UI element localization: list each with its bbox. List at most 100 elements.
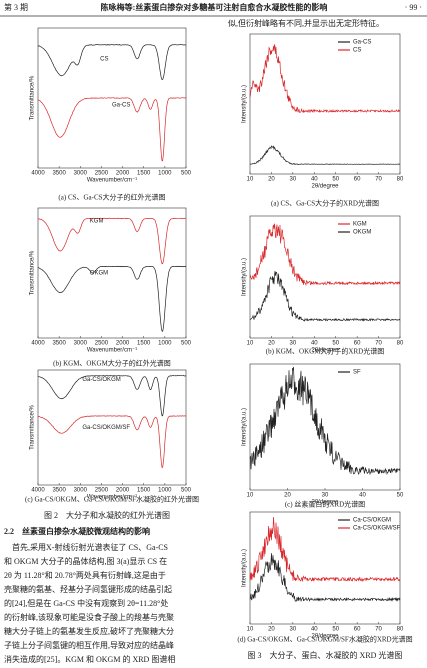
legend-label: Ca-CS/OKGM/SF: [353, 526, 401, 532]
paragraph-line: 糖大分子链上的氨基发生反应,破坏了壳聚糖大分: [4, 626, 174, 636]
paragraph-line: 子链上分子间氢键的相互作用,导致对应的结晶峰: [4, 640, 174, 650]
x-tick-label: 4000: [31, 341, 45, 347]
figure-subcaption: (c) 丝素蛋白的XRD光谱图: [285, 500, 365, 509]
x-tick-label: 3500: [52, 341, 66, 347]
x-tick-label: 500: [181, 341, 192, 347]
x-tick-label: 80: [397, 177, 404, 183]
figure-caption: 图 2 大分子和水凝胶的红外光谱图: [44, 510, 170, 520]
paragraph-line: 的[24],但是在 Ga-CS 中没有观察到 2θ=11.28°处: [4, 598, 168, 608]
x-tick-label: 500: [181, 488, 192, 494]
x-tick-label: 20: [268, 341, 275, 347]
section-heading: 2.2 丝素蛋白掺杂水凝胶微观结构的影响: [4, 526, 150, 536]
y-axis-label: Transmittance/%: [30, 75, 36, 120]
x-tick-label: 60: [354, 341, 361, 347]
figure-subcaption: (a) CS、Ga-CS大分子的红外光谱图: [58, 193, 165, 202]
plot-frame: [249, 511, 401, 625]
x-tick-label: 50: [332, 627, 339, 633]
plot-frame: [249, 33, 401, 175]
x-tick-label: 1500: [137, 171, 151, 177]
paragraph-line: 的衍射峰,该现象可能是没食子酸上的羧基与壳聚: [4, 612, 174, 622]
x-tick-label: 40: [311, 177, 318, 183]
x-tick-label: 500: [181, 171, 192, 177]
x-tick-label: 50: [397, 493, 404, 499]
spectrum-curve: [37, 217, 187, 265]
x-tick-label: 1000: [158, 341, 172, 347]
y-axis-label: Intensity/(a.u.): [242, 85, 248, 123]
spectrum-curve: [249, 271, 401, 322]
legend-label: SF: [353, 370, 361, 376]
paragraph-line: 消失造成的[25]。KGM 和 OKGM 的 XRD 图谱相: [4, 654, 175, 664]
spectrum-curve: [249, 223, 401, 286]
x-tick-label: 3000: [74, 341, 88, 347]
paragraph-line: 和 OKGM 大分子的晶体结构,图 3(a)显示 CS 在: [4, 556, 167, 566]
x-tick-label: 20: [268, 177, 275, 183]
plot-frame: [37, 207, 187, 339]
spectrum-curve: [37, 97, 187, 162]
legend-label: Ca-CS/OKGM: [353, 518, 391, 524]
y-axis-label: Transmittance/%: [30, 250, 36, 295]
y-axis-label: Intensity/(a.u.): [242, 258, 248, 296]
x-tick-label: 50: [332, 341, 339, 347]
issue: 第 3 期: [4, 2, 28, 12]
legend-label: Ga-CS: [353, 40, 371, 46]
x-tick-label: 70: [375, 341, 382, 347]
paragraph-line: 首先,采用X-射线衍射光谱表征了 CS、Ga-CS: [12, 542, 168, 552]
x-tick-label: 80: [397, 341, 404, 347]
x-tick-label: 30: [322, 493, 329, 499]
y-axis-label: Intensity/(a.u.): [242, 549, 248, 587]
y-axis-label: Transmittance/%: [30, 404, 36, 449]
x-tick-label: 40: [359, 493, 366, 499]
curve-label: KGM: [90, 219, 104, 225]
page-number: · 99 ·: [405, 3, 422, 12]
x-tick-label: 60: [354, 627, 361, 633]
x-tick-label: 2000: [116, 171, 130, 177]
figure-subcaption: (b) KGM、OKGM大分子的XRD光谱图: [266, 347, 384, 356]
x-tick-label: 1000: [158, 488, 172, 494]
x-tick-label: 30: [290, 177, 297, 183]
spectrum-curve: [249, 516, 401, 582]
x-tick-label: 2500: [95, 488, 109, 494]
x-tick-label: 20: [284, 493, 291, 499]
spectrum-curve: [37, 375, 187, 417]
x-tick-label: 1500: [137, 488, 151, 494]
x-tick-label: 80: [397, 627, 404, 633]
paragraph-line: 壳聚糖的氨基、羟基分子间氢键形成的结晶引起: [4, 584, 172, 594]
paragraph-line: 似,但衍射峰略有不同,并显示出无定形特征。: [228, 18, 384, 28]
figure-caption: 图 3 大分子、蛋白、水凝胶的 XRD 光谱图: [248, 650, 403, 660]
x-tick-label: 40: [311, 627, 318, 633]
x-tick-label: 20: [268, 627, 275, 633]
x-tick-label: 3000: [74, 488, 88, 494]
paragraph-line: 2θ 为 11.28°和 20.78°两处具有衍射峰,这是由于: [4, 570, 166, 580]
figure-subcaption: (d) Ga-CS/OKGM、Ga-CS/OKGM/SF水凝胶的XRD光谱图: [237, 635, 412, 644]
x-tick-label: 70: [375, 627, 382, 633]
x-tick-label: 1000: [158, 171, 172, 177]
spectrum-curve: [37, 265, 187, 332]
x-tick-label: 10: [247, 341, 254, 347]
x-tick-label: 2500: [95, 171, 109, 177]
x-axis-label: Wavenumber/cm⁻¹: [87, 178, 137, 184]
x-tick-label: 2000: [116, 341, 130, 347]
figure-subcaption: (a) CS、Ga-CS大分子的XRD光谱图: [271, 199, 379, 208]
figure-subcaption: (c) Ga-CS/OKGM、Ga-CS/OKGM/SF水凝胶的红外光谱图: [25, 495, 199, 504]
spectrum-curve: [38, 415, 187, 469]
spectrum-curve: [249, 44, 401, 114]
x-tick-label: 2500: [95, 341, 109, 347]
curve-label: CS: [100, 56, 108, 62]
x-tick-label: 30: [290, 341, 297, 347]
x-tick-label: 4000: [31, 488, 45, 494]
x-tick-label: 3500: [52, 488, 66, 494]
curve-label: Ga-CS: [112, 103, 130, 109]
x-axis-label: 2θ/degree: [311, 184, 339, 190]
x-tick-label: 3500: [52, 171, 66, 177]
x-tick-label: 70: [375, 177, 382, 183]
x-tick-label: 30: [290, 627, 297, 633]
x-axis-label: 2θ/degree: [311, 500, 339, 506]
x-tick-label: 3000: [74, 171, 88, 177]
y-axis-label: Intensity/(a.u.): [242, 408, 248, 446]
plot-frame: [37, 369, 187, 486]
x-axis-label: 2θ/degree: [311, 634, 339, 640]
figure-subcaption: (b) KGM、OKGM大分子的红外光谱图: [53, 359, 171, 368]
x-tick-label: 1500: [137, 341, 151, 347]
x-axis-label: Wavenumber/cm⁻¹: [87, 495, 137, 501]
